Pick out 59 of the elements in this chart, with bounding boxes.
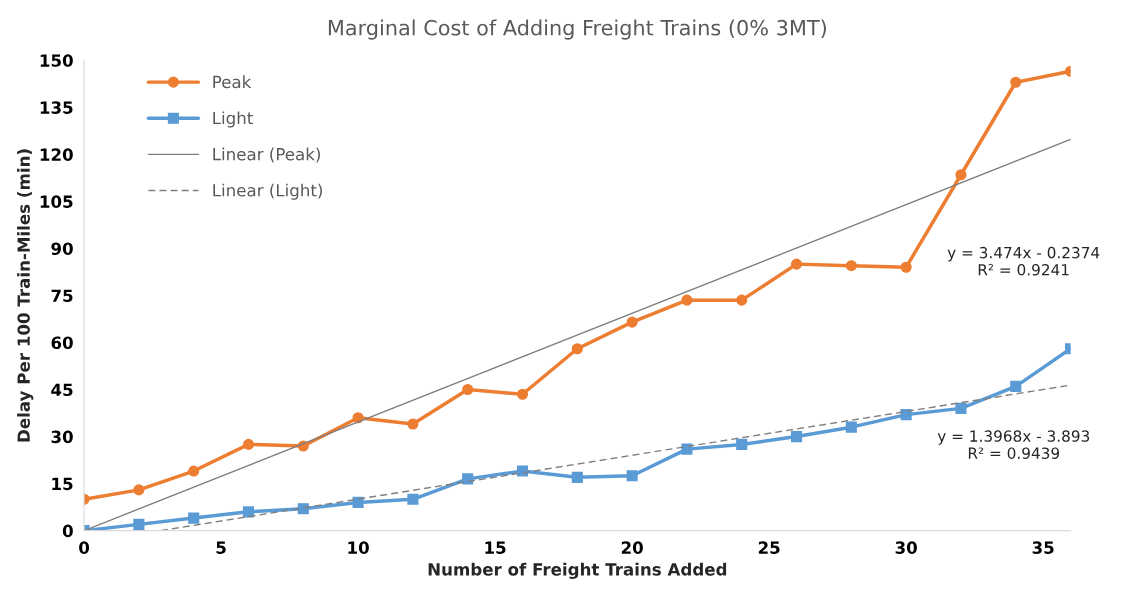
- x-tick-label: 25: [758, 541, 780, 554]
- annotation: y = 3.474x - 0.2374 R² = 0.9241: [947, 246, 1100, 276]
- point: [736, 294, 748, 306]
- point: [626, 470, 638, 482]
- point: [790, 431, 803, 443]
- point: [516, 388, 529, 400]
- point: [955, 402, 967, 414]
- y-tick-label: 150: [40, 54, 73, 67]
- point: [133, 484, 145, 496]
- point: [188, 512, 200, 524]
- legend-label: Peak: [213, 75, 252, 89]
- point: [790, 258, 803, 270]
- legend-label: Linear (Peak): [213, 147, 320, 163]
- point: [407, 493, 419, 505]
- point: [462, 473, 474, 485]
- point: [681, 443, 693, 455]
- point: [900, 261, 912, 273]
- point: [407, 418, 419, 430]
- point: [681, 294, 693, 306]
- y-tick-label: 105: [40, 195, 73, 208]
- y-axis-title: Delay Per 100 Train-Miles (min): [17, 149, 34, 442]
- point: [845, 260, 857, 272]
- x-tick-label: 10: [348, 541, 369, 554]
- y-tick-label: 135: [40, 101, 73, 114]
- chart-title: Marginal Cost of Adding Freight Trains (0% 3MT): [328, 19, 826, 40]
- x-tick-label: 35: [1032, 541, 1054, 554]
- x-tick-label: 15: [485, 541, 506, 554]
- point: [845, 421, 857, 433]
- point: [242, 438, 255, 450]
- y-tick-label: 90: [51, 242, 73, 256]
- point: [1010, 380, 1022, 392]
- point: [297, 503, 309, 515]
- point: [188, 465, 200, 477]
- y-tick-label: 15: [52, 477, 73, 491]
- x-tick-label: 30: [895, 541, 917, 554]
- x-tick-label: 0: [79, 541, 90, 554]
- y-tick-label: 75: [51, 289, 73, 303]
- y-tick-label: 30: [51, 430, 73, 444]
- x-tick-label: 20: [621, 541, 643, 554]
- point: [516, 465, 529, 477]
- y-tick-label: 0: [62, 524, 73, 538]
- point: [462, 383, 474, 396]
- legend-label: Linear (Light): [213, 183, 322, 200]
- point: [242, 506, 255, 518]
- point: [571, 343, 583, 355]
- point: [571, 471, 583, 483]
- point: [133, 518, 145, 530]
- point: [900, 409, 912, 421]
- point: [1010, 76, 1022, 88]
- point: [955, 169, 967, 181]
- y-tick-label: 60: [51, 336, 73, 350]
- point: [626, 316, 638, 328]
- legend-label: Light: [213, 111, 253, 128]
- y-tick-label: 45: [51, 383, 73, 397]
- x-axis-title: Number of Freight Trains Added: [428, 562, 727, 579]
- point: [736, 438, 748, 450]
- x-tick-label: 5: [216, 541, 226, 554]
- annotation: y = 1.3968x - 3.893 R² = 0.9439: [937, 430, 1090, 459]
- y-tick-label: 120: [40, 148, 73, 161]
